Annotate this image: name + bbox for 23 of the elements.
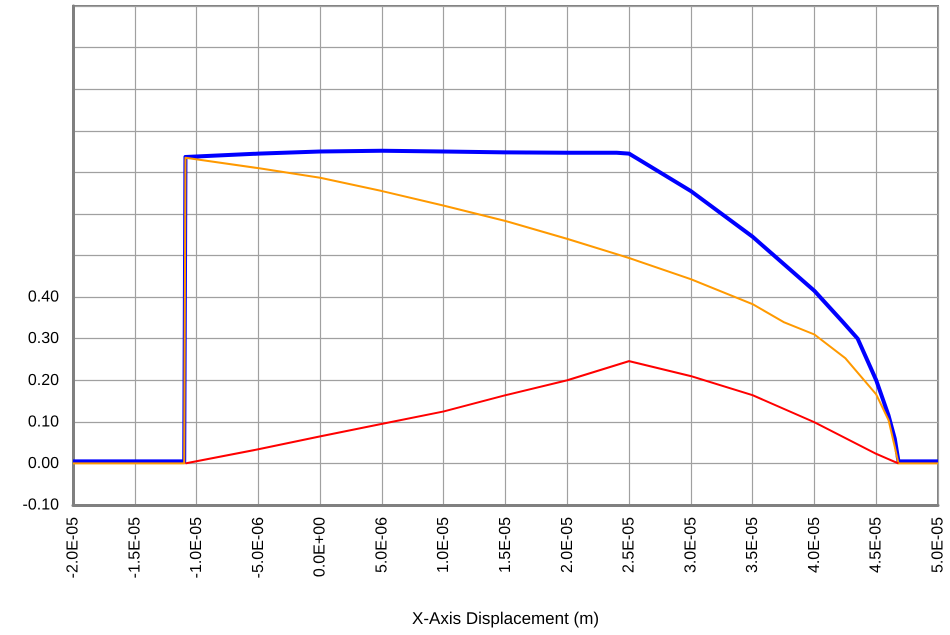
x-tick-label: -1.0E-05 — [188, 516, 206, 578]
x-tick-label: 1.5E-05 — [497, 516, 514, 574]
x-tick-label: 0.0E+00 — [312, 516, 329, 578]
y-tick-label: 0.40 — [28, 288, 60, 306]
x-tick-label: 3.0E-05 — [682, 516, 700, 574]
x-tick-label: 4.0E-05 — [806, 516, 823, 574]
line-series — [184, 360, 900, 464]
x-tick-label: 2.0E-05 — [558, 516, 576, 574]
x-tick-label: 1.0E-05 — [435, 516, 452, 574]
x-tick-label: 3.5E-05 — [744, 516, 762, 574]
x-tick-label: -2.0E-05 — [64, 516, 82, 578]
x-tick-label: 2.5E-05 — [620, 516, 638, 574]
x-tick-label: -1.5E-05 — [126, 516, 144, 578]
x-tick-label: -5.0E-06 — [250, 516, 267, 578]
x-axis-title: X-Axis Displacement (m) — [412, 609, 600, 628]
x-tick-label: 4.5E-05 — [868, 516, 885, 574]
y-tick-label: -0.10 — [22, 496, 60, 514]
y-tick-label: 0.10 — [28, 413, 60, 430]
x-tick-label: 5.0E-05 — [930, 516, 946, 574]
x-tick-label: 5.0E-06 — [373, 516, 390, 574]
y-tick-label: 0.20 — [28, 372, 60, 389]
y-tick-label: 0.30 — [28, 330, 60, 348]
y-tick-label: 0.00 — [28, 454, 60, 472]
